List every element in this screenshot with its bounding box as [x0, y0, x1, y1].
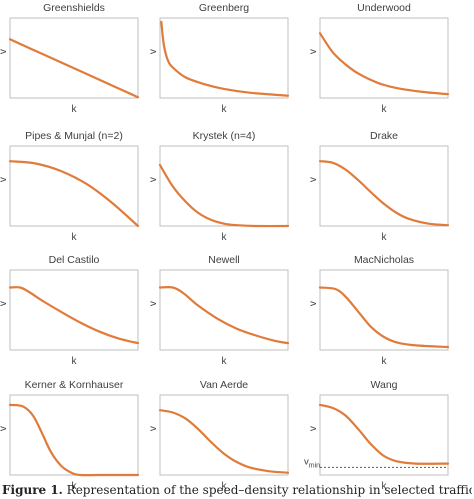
plot-frame	[159, 145, 289, 227]
chart-greenberg: Greenberg v k	[148, 2, 290, 115]
series-line-kerner-kornhauser	[8, 403, 140, 477]
chart-title: MacNicholas	[354, 254, 414, 266]
caption-label: Figure 1.	[2, 483, 63, 497]
y-axis-label: v	[0, 49, 9, 54]
y-axis-label: v	[148, 301, 159, 306]
y-axis-label: v	[308, 49, 319, 54]
plot-frame	[159, 17, 289, 99]
chart-del-castilo: Del Castilo v k	[0, 254, 140, 367]
plot-frame	[319, 269, 449, 351]
x-axis-label: k	[382, 356, 388, 367]
x-axis-label: k	[382, 104, 388, 115]
plot-frame	[159, 269, 289, 351]
chart-van-aerde: Van Aerde v k	[148, 379, 290, 492]
chart-title: Drake	[370, 130, 398, 142]
chart-greenshields: Greenshields v k	[0, 2, 140, 115]
y-axis-label: v	[308, 426, 319, 431]
chart-title: Underwood	[357, 2, 411, 14]
chart-title: Wang	[370, 379, 397, 391]
chart-krystek-n-4: Krystek (n=4) v k	[148, 130, 290, 243]
chart-title: Krystek (n=4)	[193, 130, 256, 142]
series-line-newell	[158, 286, 290, 345]
x-axis-label: k	[72, 481, 78, 492]
x-axis-label: k	[382, 232, 388, 243]
y-axis-label: v	[308, 177, 319, 182]
y-axis-label: v	[148, 177, 159, 182]
chart-title: Newell	[208, 254, 240, 266]
series-line-van-aerde	[158, 409, 290, 474]
x-axis-label: k	[382, 481, 388, 492]
vmin-main: v	[304, 456, 309, 467]
y-axis-label: v	[0, 301, 9, 306]
y-axis-label: v	[0, 177, 9, 182]
y-axis-label: v	[148, 49, 159, 54]
plot-frame	[9, 145, 139, 227]
series-line-del-castilo	[8, 286, 140, 345]
series-line-krystek-n-4	[158, 163, 290, 228]
y-axis-label: v	[148, 426, 159, 431]
plot-frame	[319, 145, 449, 227]
chart-underwood: Underwood v k	[308, 2, 450, 115]
plot-frame	[319, 17, 449, 99]
series-line-underwood	[318, 32, 450, 96]
plot-frame	[9, 269, 139, 351]
chart-kerner-kornhauser: Kerner & Kornhauser v k	[0, 379, 140, 492]
series-line-drake	[318, 160, 450, 227]
series-line-greenberg	[160, 20, 290, 97]
series-line-macnicholas	[318, 286, 450, 349]
caption-text: Representation of the speed–density rela…	[62, 483, 472, 497]
vmin-subscript: min	[309, 462, 320, 469]
chart-title: Van Aerde	[200, 379, 248, 391]
chart-title: Greenberg	[199, 2, 249, 14]
x-axis-label: k	[72, 232, 78, 243]
chart-pipes-munjal-n-2: Pipes & Munjal (n=2) v k	[0, 130, 140, 243]
x-axis-label: k	[72, 104, 78, 115]
vmin-label: vmin	[304, 456, 320, 469]
x-axis-label: k	[222, 104, 228, 115]
chart-drake: Drake v k	[308, 130, 450, 243]
plot-frame	[9, 394, 139, 476]
chart-title: Del Castilo	[49, 254, 100, 266]
y-axis-label: v	[308, 301, 319, 306]
x-axis-label: k	[222, 232, 228, 243]
plot-frame	[9, 17, 139, 99]
plot-frame	[159, 394, 289, 476]
y-axis-label: v	[0, 426, 9, 431]
series-line-wang	[318, 403, 450, 465]
chart-title: Pipes & Munjal (n=2)	[25, 130, 123, 142]
series-line-pipes-munjal-n-2	[8, 160, 140, 228]
plot-frame	[319, 394, 449, 476]
chart-title: Greenshields	[43, 2, 105, 14]
x-axis-label: k	[72, 356, 78, 367]
x-axis-label: k	[222, 356, 228, 367]
chart-macnicholas: MacNicholas v k	[308, 254, 450, 367]
figure-caption: Figure 1. Representation of the speed–de…	[2, 483, 472, 497]
chart-title: Kerner & Kornhauser	[25, 379, 124, 391]
chart-newell: Newell v k	[148, 254, 290, 367]
series-line-greenshields	[8, 38, 140, 99]
x-axis-label: k	[222, 481, 228, 492]
